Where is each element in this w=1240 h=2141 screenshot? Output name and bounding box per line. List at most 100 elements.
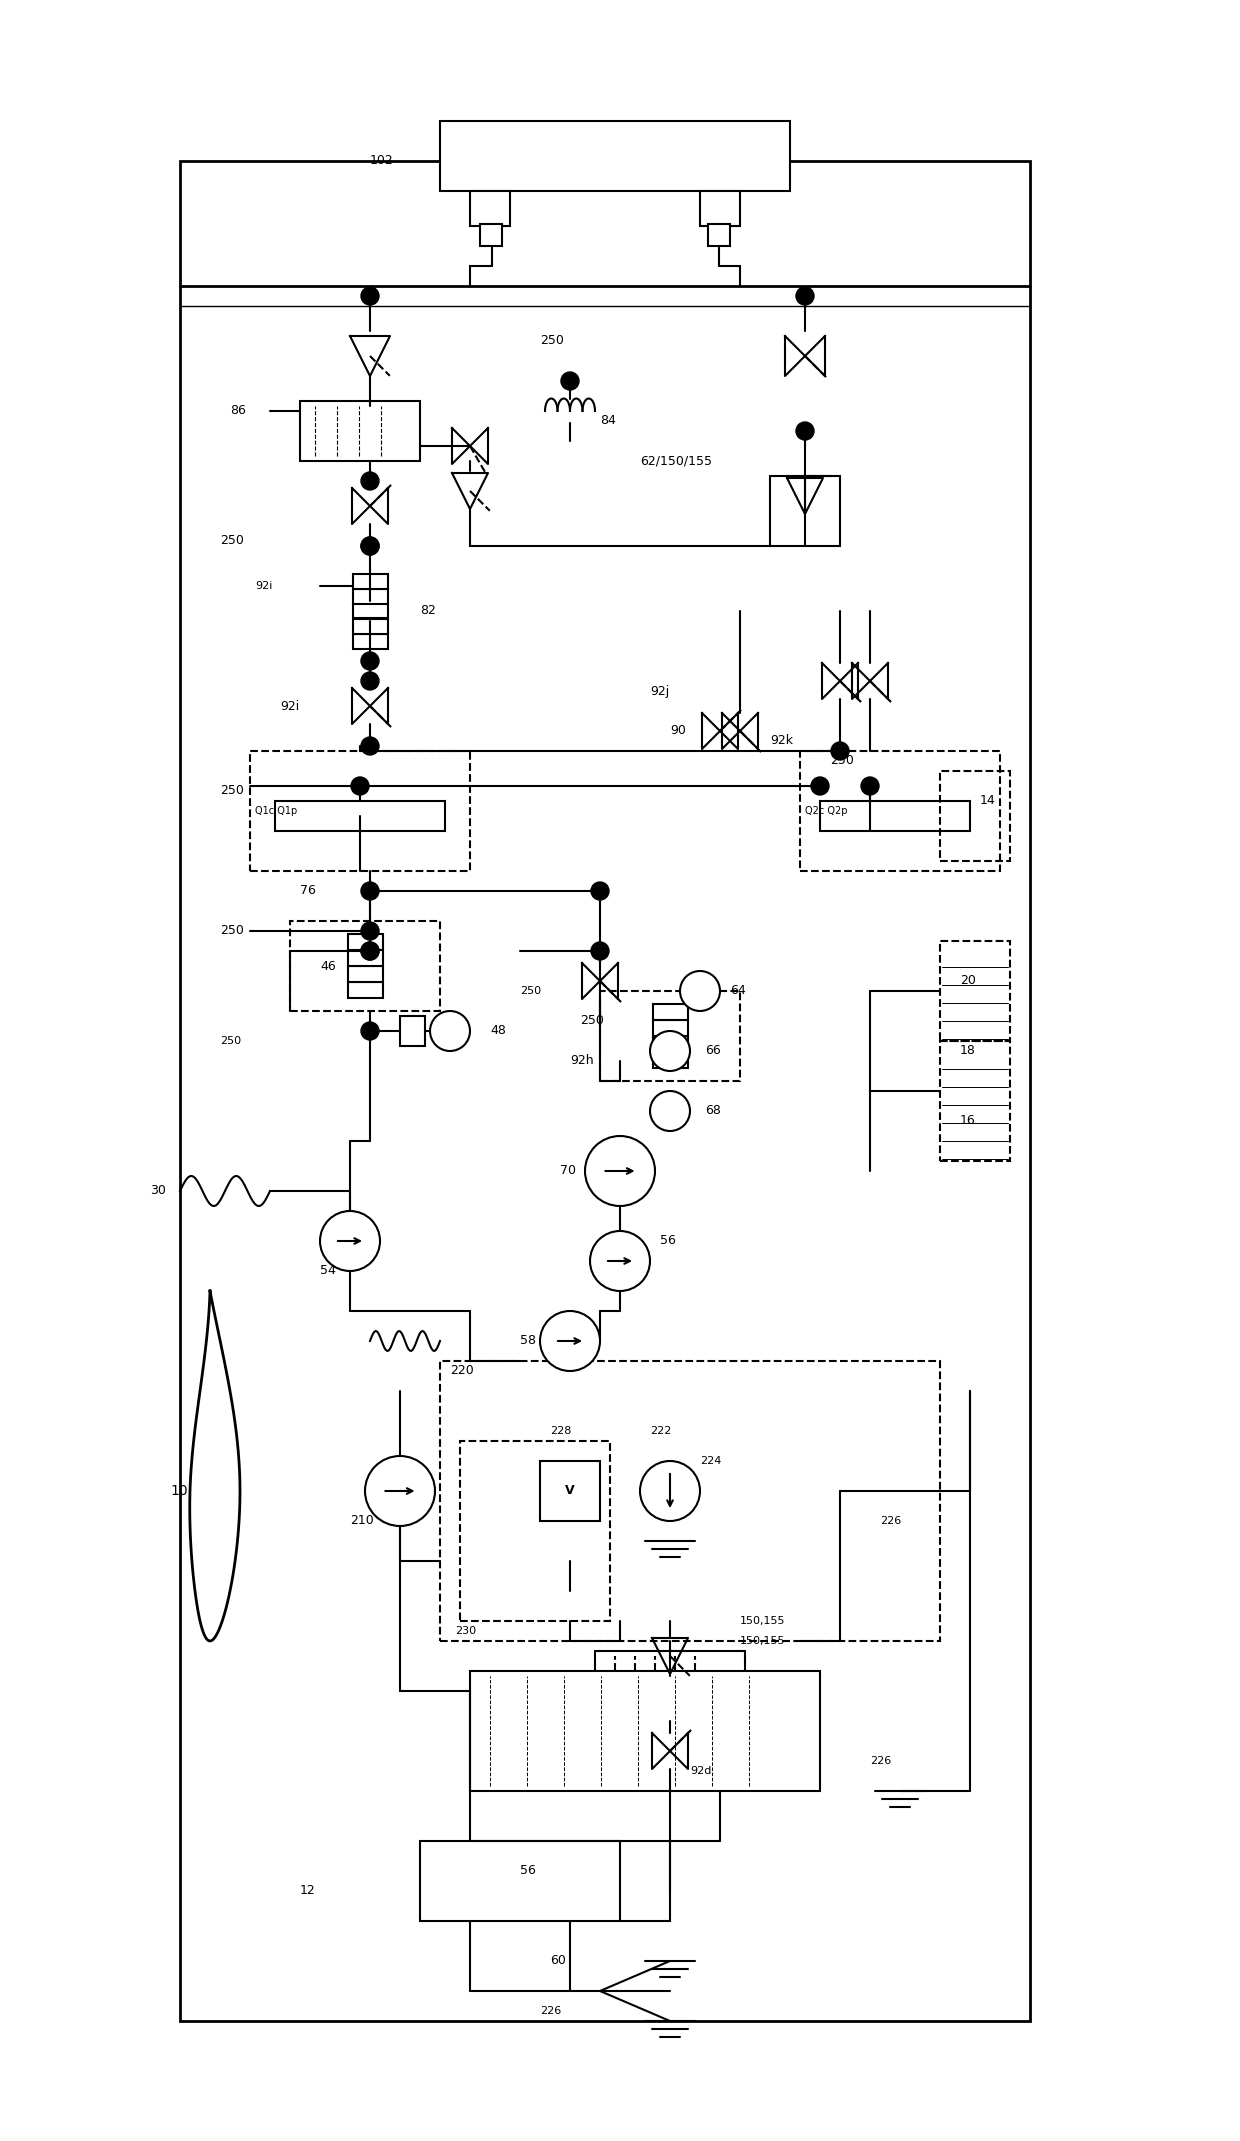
Text: 18: 18 <box>960 1045 976 1058</box>
Circle shape <box>361 537 379 555</box>
Bar <box>480 225 502 246</box>
Text: 250: 250 <box>580 1015 604 1028</box>
Bar <box>290 921 440 1011</box>
Text: 30: 30 <box>150 1184 166 1197</box>
Bar <box>275 801 445 831</box>
Bar <box>352 634 388 649</box>
Bar <box>440 1362 940 1640</box>
Bar <box>600 991 740 1081</box>
Circle shape <box>585 1137 655 1205</box>
Bar <box>701 191 740 227</box>
Circle shape <box>650 1092 689 1130</box>
Bar <box>347 983 382 998</box>
Text: 220: 220 <box>450 1364 474 1377</box>
Bar <box>539 1460 600 1520</box>
Bar <box>470 1670 820 1792</box>
Text: 92j: 92j <box>650 685 670 698</box>
Circle shape <box>560 373 579 390</box>
Bar <box>347 966 382 983</box>
Bar <box>180 161 1030 2021</box>
Bar <box>652 1051 687 1068</box>
Bar <box>401 1017 425 1047</box>
Bar <box>352 604 388 619</box>
Bar <box>460 1441 610 1621</box>
Circle shape <box>320 1212 379 1272</box>
Text: 14: 14 <box>980 794 996 807</box>
Text: 226: 226 <box>880 1516 901 1527</box>
Circle shape <box>861 777 879 794</box>
Bar <box>595 1651 745 1732</box>
Text: 92i: 92i <box>280 700 299 713</box>
Bar <box>652 1036 687 1051</box>
Circle shape <box>361 287 379 304</box>
Bar <box>250 751 470 871</box>
Text: 76: 76 <box>300 884 316 897</box>
Text: 92k: 92k <box>770 734 794 747</box>
Text: 66: 66 <box>706 1045 720 1058</box>
Circle shape <box>361 471 379 490</box>
Text: V: V <box>565 1484 575 1497</box>
Text: 250: 250 <box>219 1036 241 1047</box>
Bar <box>300 400 420 460</box>
Text: 92h: 92h <box>570 1056 594 1068</box>
Circle shape <box>680 972 720 1011</box>
Bar <box>352 589 388 604</box>
Circle shape <box>539 1310 600 1370</box>
Bar <box>708 225 730 246</box>
Text: 64: 64 <box>730 985 745 998</box>
Bar <box>652 1004 687 1019</box>
Text: 228: 228 <box>551 1426 572 1437</box>
Bar <box>800 751 999 871</box>
Text: 56: 56 <box>660 1235 676 1248</box>
Circle shape <box>831 743 849 760</box>
Text: 250: 250 <box>830 754 854 766</box>
Circle shape <box>590 1231 650 1291</box>
Circle shape <box>361 882 379 899</box>
Circle shape <box>361 653 379 670</box>
Circle shape <box>591 882 609 899</box>
Bar <box>420 1841 670 1920</box>
Circle shape <box>361 923 379 940</box>
Text: 16: 16 <box>960 1115 976 1128</box>
Bar <box>770 475 839 546</box>
Text: 82: 82 <box>420 604 436 617</box>
Text: 226: 226 <box>539 2006 562 2017</box>
Text: 10: 10 <box>170 1484 187 1499</box>
Circle shape <box>351 777 370 794</box>
Text: 54: 54 <box>320 1265 336 1278</box>
Circle shape <box>361 942 379 959</box>
Text: 68: 68 <box>706 1105 720 1118</box>
Text: 12: 12 <box>300 1884 316 1897</box>
Bar <box>652 1019 687 1036</box>
Text: 62/150/155: 62/150/155 <box>640 454 712 467</box>
Text: 84: 84 <box>600 415 616 428</box>
Bar <box>820 801 970 831</box>
Text: 92d: 92d <box>689 1766 712 1777</box>
Text: 92i: 92i <box>255 580 273 591</box>
Circle shape <box>811 777 830 794</box>
Bar <box>940 1041 1011 1160</box>
Text: 250: 250 <box>219 535 244 548</box>
Text: 70: 70 <box>560 1165 577 1178</box>
Bar <box>352 619 388 634</box>
Text: 46: 46 <box>320 959 336 972</box>
Text: 210: 210 <box>350 1514 373 1527</box>
Text: 48: 48 <box>490 1026 506 1038</box>
Text: 226: 226 <box>870 1756 892 1766</box>
Text: 102: 102 <box>370 154 394 167</box>
Text: 58: 58 <box>520 1334 536 1347</box>
Circle shape <box>796 287 813 304</box>
Text: 150,155: 150,155 <box>740 1636 785 1646</box>
Text: 86: 86 <box>229 405 246 417</box>
Text: 250: 250 <box>219 925 244 938</box>
Circle shape <box>361 537 379 555</box>
Text: 250: 250 <box>219 784 244 796</box>
Text: 250: 250 <box>520 987 541 996</box>
Text: 224: 224 <box>701 1456 722 1467</box>
Circle shape <box>365 1456 435 1527</box>
Bar <box>347 933 382 951</box>
Text: 60: 60 <box>551 1955 565 1968</box>
Circle shape <box>591 942 609 959</box>
Bar <box>940 771 1011 861</box>
Text: 56: 56 <box>520 1865 536 1878</box>
